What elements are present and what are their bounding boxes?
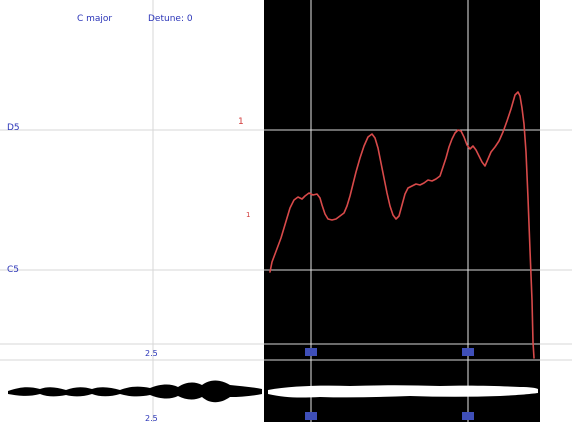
timeline-marker-4 — [462, 412, 474, 420]
cursor-marker-upper: 1 — [238, 117, 244, 127]
selection-region[interactable] — [264, 0, 540, 422]
cursor-marker-lower: 1 — [246, 211, 250, 219]
pitch-label-d5: D5 — [7, 123, 20, 133]
pitch-curve — [269, 91, 535, 359]
timeline-label-lower: 2.5 — [145, 414, 158, 422]
timeline-marker-2 — [462, 348, 474, 356]
scale-label: C major — [77, 14, 112, 24]
timeline-marker-1 — [305, 348, 317, 356]
timeline-marker-3 — [305, 412, 317, 420]
pitch-label-c5: C5 — [7, 265, 19, 275]
timeline-label-upper: 2.5 — [145, 349, 158, 358]
waveform-unselected — [8, 380, 262, 403]
waveform-selected — [268, 385, 538, 398]
detune-label: Detune: 0 — [148, 14, 193, 24]
